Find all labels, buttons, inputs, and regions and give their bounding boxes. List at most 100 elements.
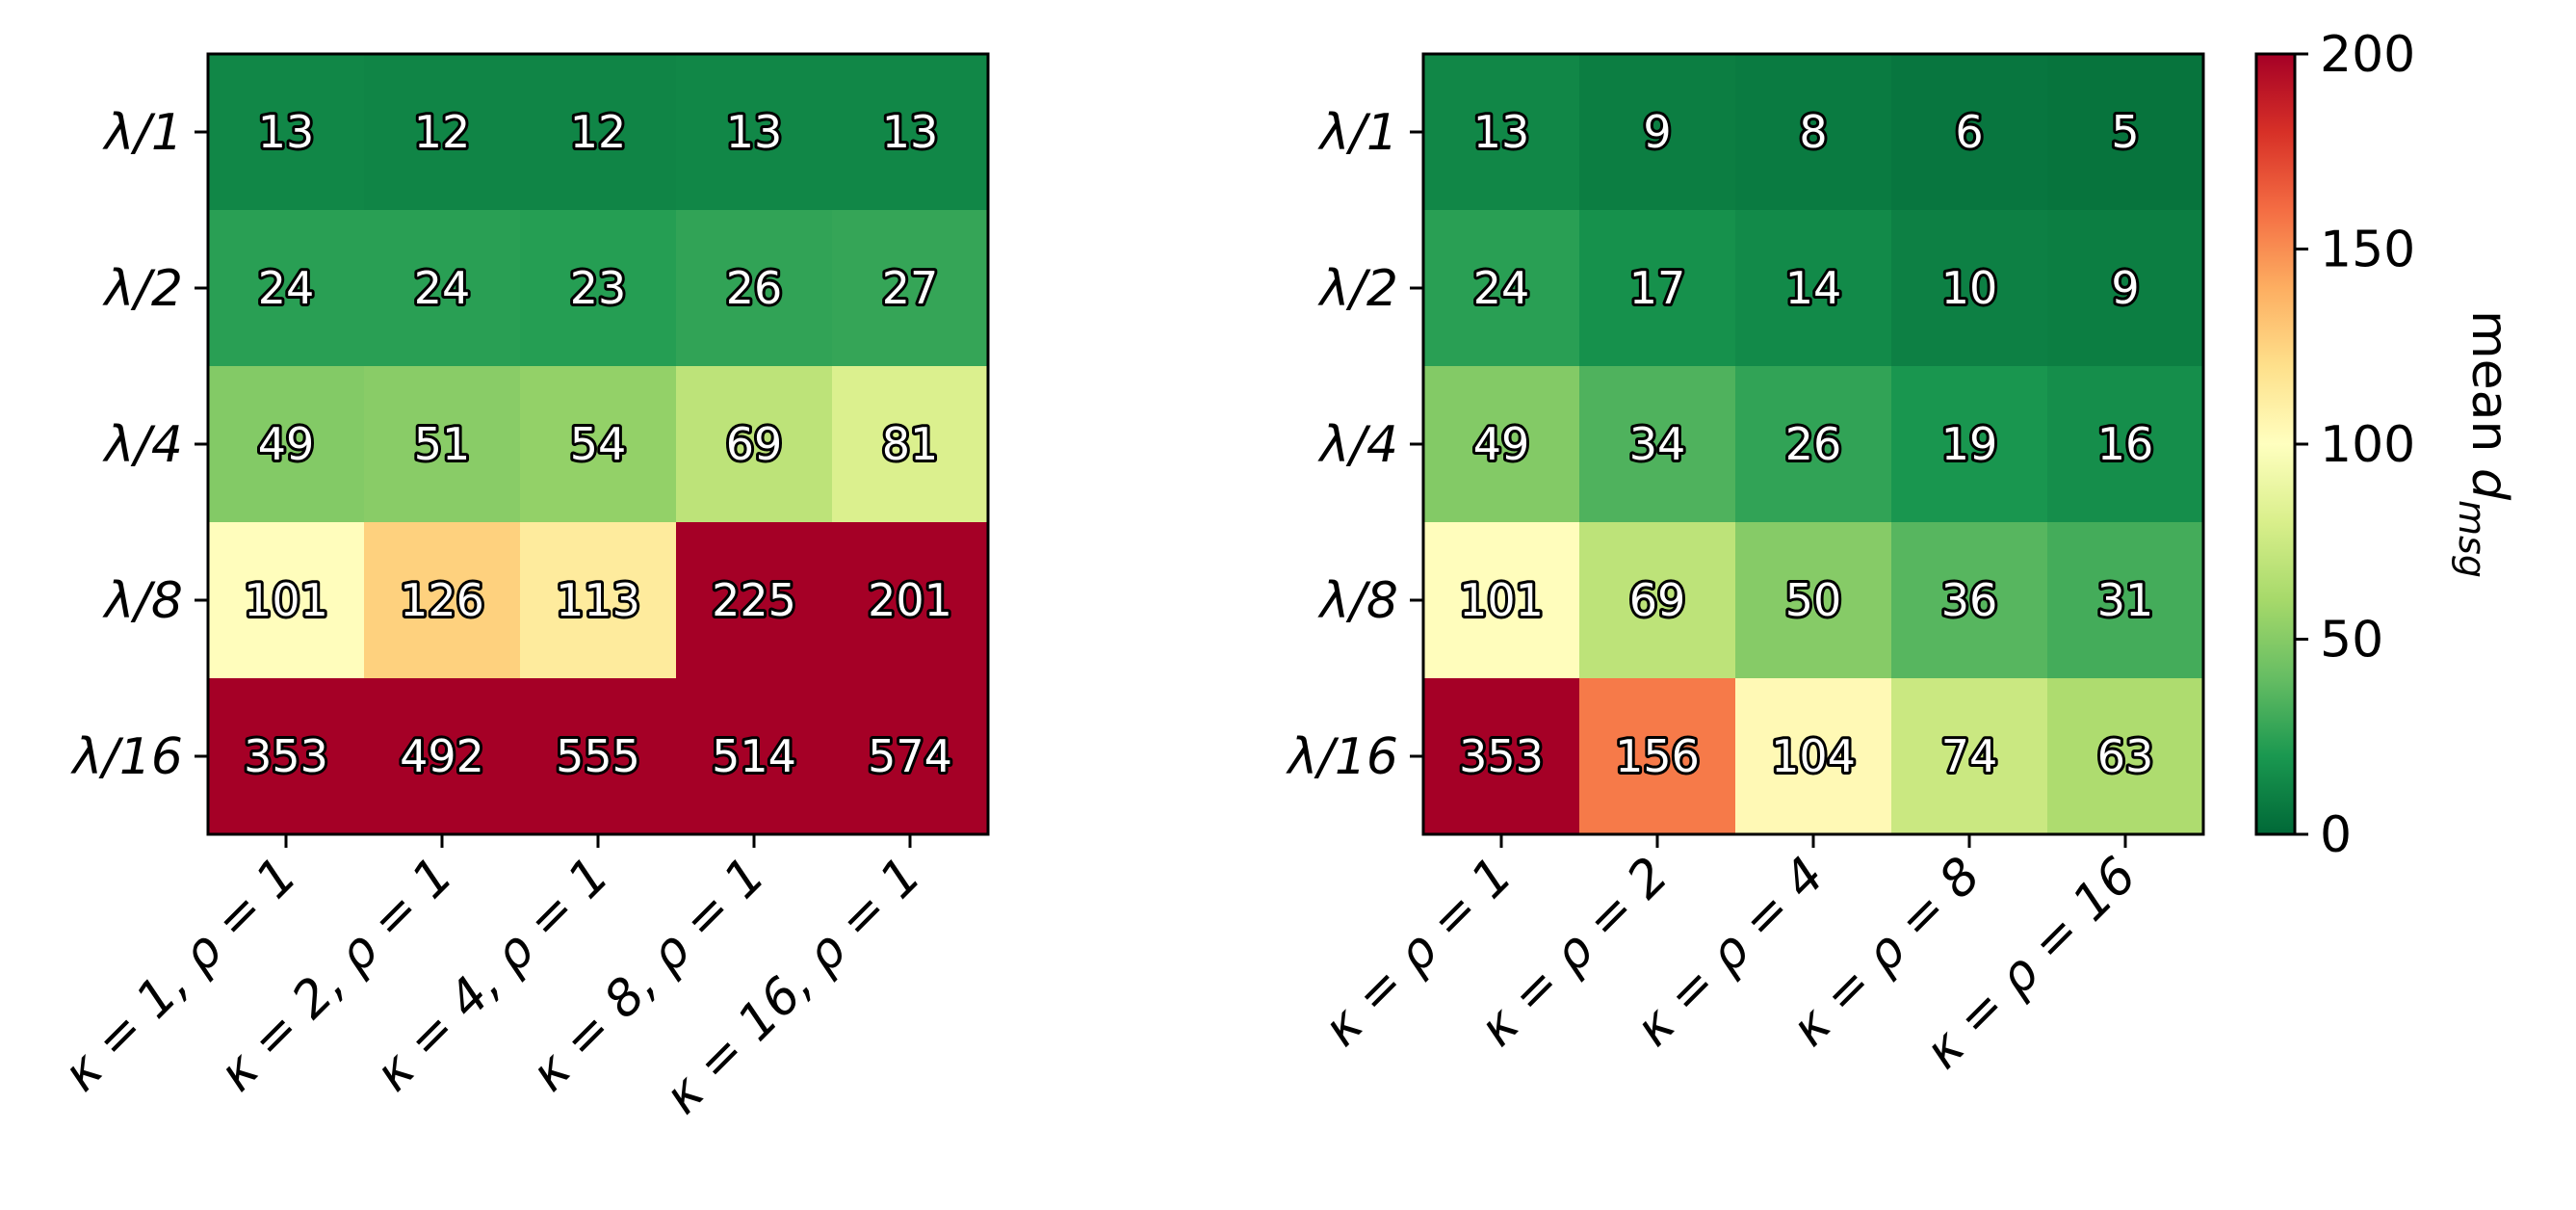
cell-value-label: 12 <box>414 106 471 158</box>
heatmap-cell <box>2047 678 2204 835</box>
heatmap-cell <box>1735 54 1892 211</box>
colorbar-tick-label: 100 <box>2320 416 2415 474</box>
heatmap-right: 13 9 8 6 5 24 17 14 10 9 49 34 26 19 16 101 69 50 36 31 353 1… <box>1286 52 2205 1080</box>
colorbar-ticks: 0 50 100 150 200 <box>2295 26 2415 864</box>
y-tick-label: λ/4 <box>102 416 183 474</box>
heatmap-cell <box>364 678 521 835</box>
cell-value-label: 9 <box>1643 106 1671 158</box>
heatmap-cell <box>208 54 365 211</box>
cell-value-label: 514 <box>712 730 796 782</box>
colorbar-title-main: mean <box>2460 310 2518 468</box>
cell-value-label: 353 <box>1459 730 1544 782</box>
heatmap-cell <box>1735 366 1892 523</box>
heatmap-cell <box>1579 210 1736 367</box>
cell-value-label: 13 <box>726 106 783 158</box>
cell-value-label: 24 <box>414 262 471 314</box>
cell-value-label: 14 <box>1785 262 1842 314</box>
cell-value-label: 34 <box>1629 418 1686 470</box>
heatmap-cell <box>832 366 989 523</box>
cell-value-label: 51 <box>414 418 471 470</box>
heatmap-cell <box>520 366 677 523</box>
y-tick-label: λ/4 <box>1317 416 1398 474</box>
cell-value-label: 26 <box>1785 418 1842 470</box>
y-tick-label: λ/8 <box>1317 572 1398 630</box>
cell-value-label: 13 <box>882 106 939 158</box>
heatmap-cell <box>520 54 677 211</box>
heatmap-cell <box>1735 210 1892 367</box>
colorbar-gradient <box>2254 52 2297 836</box>
cell-value-label: 26 <box>726 262 783 314</box>
heatmap-cell <box>676 522 833 679</box>
heatmap-cell <box>1891 366 2048 523</box>
cell-value-label: 49 <box>1473 418 1530 470</box>
heatmap-cell <box>1579 366 1736 523</box>
cell-value-label: 113 <box>556 574 640 626</box>
y-tick-label: λ/2 <box>1317 260 1398 318</box>
cell-value-label: 201 <box>868 574 952 626</box>
cell-value-label: 69 <box>726 418 783 470</box>
heatmap-cell <box>832 54 989 211</box>
heatmap-cell <box>364 366 521 523</box>
cell-value-label: 101 <box>244 574 328 626</box>
cell-value-label: 17 <box>1629 262 1686 314</box>
heatmap-cell <box>676 366 833 523</box>
heatmap-cell <box>208 210 365 367</box>
heatmap-cell <box>832 522 989 679</box>
cell-value-label: 54 <box>570 418 627 470</box>
heatmap-cell <box>1735 678 1892 835</box>
y-tick-label: λ/16 <box>70 728 183 786</box>
colorbar-tick-label: 0 <box>2320 806 2352 864</box>
cell-value-label: 31 <box>2097 574 2154 626</box>
heatmap-cell <box>1423 366 1580 523</box>
heatmap-cell <box>520 678 677 835</box>
heatmap-cell <box>520 522 677 679</box>
heatmap-cell <box>1891 678 2048 835</box>
heatmap-cell <box>364 210 521 367</box>
cell-value-label: 19 <box>1941 418 1998 470</box>
heatmap-cell <box>2047 54 2204 211</box>
cell-value-label: 156 <box>1615 730 1700 782</box>
heatmap-cell <box>364 522 521 679</box>
cell-value-label: 104 <box>1771 730 1856 782</box>
cell-value-label: 225 <box>712 574 796 626</box>
heatmap-left: 13 12 12 13 13 24 24 23 26 27 49 51 54 69 81 101 126 113 2… <box>52 52 990 1125</box>
heatmap-cell <box>832 678 989 835</box>
y-tick-label: λ/8 <box>102 572 183 630</box>
y-tick-label: λ/1 <box>1317 104 1398 162</box>
cell-value-label: 353 <box>244 730 328 782</box>
cell-value-label: 24 <box>258 262 315 314</box>
heatmap-cell <box>1423 678 1580 835</box>
cell-value-label: 81 <box>882 418 939 470</box>
heatmap-cell <box>676 54 833 211</box>
heatmap-cell <box>2047 366 2204 523</box>
heatmap-cell <box>1735 522 1892 679</box>
colorbar: 0 50 100 150 200 mean dmsg <box>2254 26 2518 864</box>
heatmap-cell <box>1579 678 1736 835</box>
cell-value-label: 492 <box>400 730 484 782</box>
heatmap-cell <box>1423 522 1580 679</box>
cell-value-label: 101 <box>1459 574 1544 626</box>
cell-value-label: 50 <box>1785 574 1842 626</box>
cell-value-label: 63 <box>2097 730 2154 782</box>
colorbar-tick-label: 150 <box>2320 222 2415 279</box>
cell-value-label: 13 <box>1473 106 1530 158</box>
heatmap-cell <box>2047 522 2204 679</box>
cell-value-label: 16 <box>2097 418 2154 470</box>
cell-value-label: 49 <box>258 418 315 470</box>
cell-value-label: 126 <box>400 574 484 626</box>
cell-value-label: 555 <box>556 730 640 782</box>
colorbar-tick-label: 200 <box>2320 26 2415 84</box>
heatmap-cell <box>676 210 833 367</box>
cell-value-label: 12 <box>570 106 627 158</box>
y-tick-label: λ/1 <box>102 104 183 162</box>
cell-value-label: 74 <box>1941 730 1998 782</box>
colorbar-title: mean dmsg <box>2451 310 2518 578</box>
cell-value-label: 8 <box>1799 106 1827 158</box>
cell-value-label: 24 <box>1473 262 1530 314</box>
heatmap-cell <box>1891 522 2048 679</box>
y-tick-label: λ/2 <box>102 260 183 318</box>
cell-value-label: 13 <box>258 106 315 158</box>
colorbar-title-subscript: msg <box>2451 500 2493 578</box>
heatmap-cell <box>832 210 989 367</box>
